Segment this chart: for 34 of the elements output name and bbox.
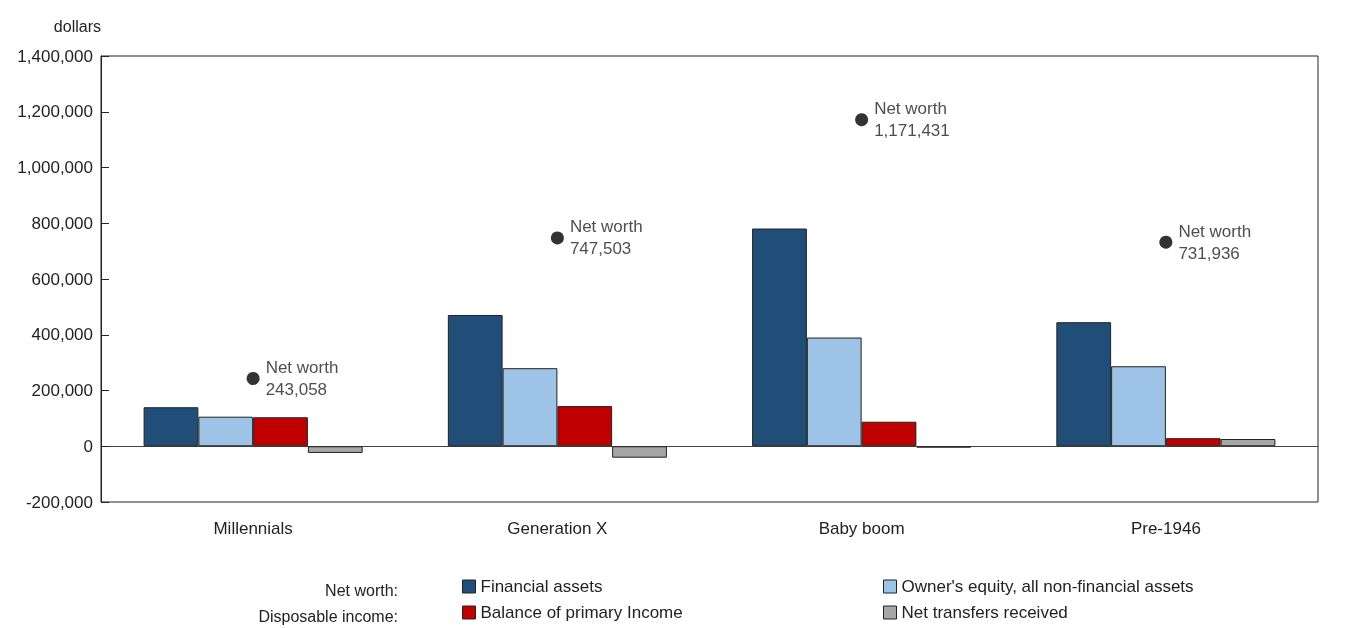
text: Disposable income:	[258, 607, 398, 625]
series-label: Net worth	[265, 358, 339, 377]
x-tick-label: Pre-1946	[1130, 519, 1201, 538]
point	[550, 231, 564, 245]
data-label: 747,503	[569, 239, 632, 259]
y-tick-label: 400,000	[31, 325, 93, 345]
y-tick-label: 600,000	[31, 269, 93, 289]
y-tick-label: -200,000	[25, 492, 93, 512]
point	[855, 113, 869, 127]
data-label: 1,171,431	[874, 121, 950, 141]
point	[1159, 235, 1173, 249]
point	[246, 372, 260, 385]
x-tick-label: Generation X	[507, 519, 608, 538]
y-axis-title: dollars	[53, 17, 101, 35]
text: Net worth	[569, 217, 643, 237]
y-tick-label: 1,000,000	[17, 158, 93, 177]
x-tick-label: Baby boom	[818, 519, 905, 538]
y-tick-label: 1,200,000	[17, 102, 93, 122]
legend-label: Owner's equity, all non-financial assets	[901, 577, 1194, 596]
bar	[612, 446, 667, 458]
bar	[307, 446, 363, 453]
data-label: 243,058	[265, 380, 328, 399]
y-tick-label: 800,000	[31, 213, 93, 233]
x-tick-label: Millennials	[213, 519, 293, 538]
text: Net worth:	[325, 581, 398, 599]
legend-label: Financial assets	[480, 577, 603, 596]
y-tick-label: 1,400,000	[17, 46, 93, 66]
y-tick-label: 200,000	[31, 381, 93, 400]
data-label: 731,936	[1178, 243, 1240, 263]
text: Net worth	[1178, 221, 1252, 241]
legend-label: Net transfers received	[901, 603, 1068, 622]
y-tick-label: 0	[83, 436, 93, 456]
legend-label: Balance of primary Income	[480, 603, 683, 622]
text: Net worth	[874, 99, 947, 119]
